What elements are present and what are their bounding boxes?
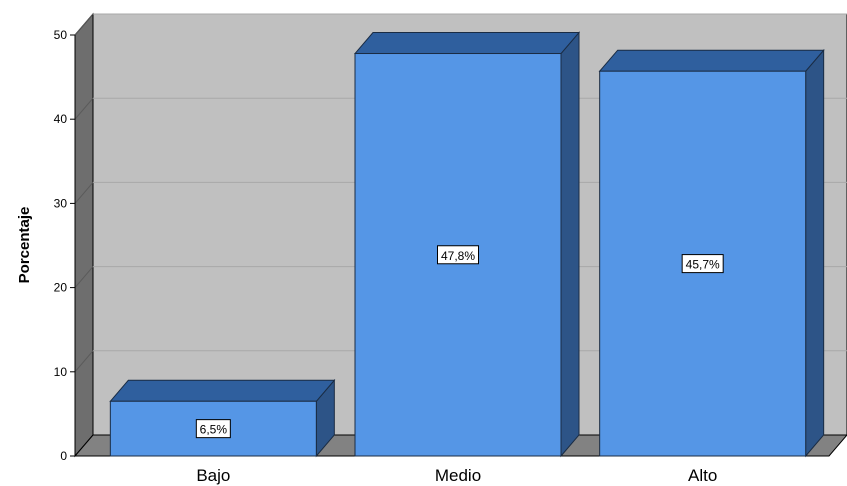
gridline-wall — [74, 182, 94, 204]
y-axis-title: Porcentaje — [16, 207, 33, 284]
y-ticks-group: 0 10 20 30 40 50 — [54, 28, 76, 463]
data-label: 45,7% — [686, 258, 720, 272]
y-tick-label: 50 — [54, 28, 68, 42]
y-tick-label: 40 — [54, 112, 68, 126]
x-category-label: Alto — [688, 466, 717, 485]
y-tick-label: 10 — [54, 365, 68, 379]
data-label: 47,8% — [441, 249, 475, 263]
gridline-wall — [74, 97, 94, 120]
x-categories-group: Bajo Medio Alto — [196, 466, 717, 485]
y-tick-label: 20 — [54, 281, 68, 295]
bar-side — [560, 31, 580, 458]
bar-top — [353, 32, 581, 55]
x-category-label: Medio — [435, 466, 481, 485]
data-label-box — [437, 245, 479, 265]
x-category-label: Bajo — [196, 466, 230, 485]
bar-top — [598, 49, 825, 72]
gridline-wall — [74, 350, 94, 373]
plot-left-wall — [74, 12, 94, 458]
data-labels-group: 6,5% 47,8% 45,7% — [195, 245, 724, 439]
y-tick-label: 0 — [60, 449, 67, 463]
data-label-box — [681, 254, 724, 274]
data-label: 6,5% — [200, 423, 228, 437]
y-tick-label: 30 — [54, 196, 68, 210]
gridline-wall — [74, 13, 94, 36]
gridline-wall — [74, 266, 94, 288]
bar-top — [109, 379, 336, 402]
data-label-box — [195, 419, 231, 439]
bar-side — [805, 48, 825, 458]
